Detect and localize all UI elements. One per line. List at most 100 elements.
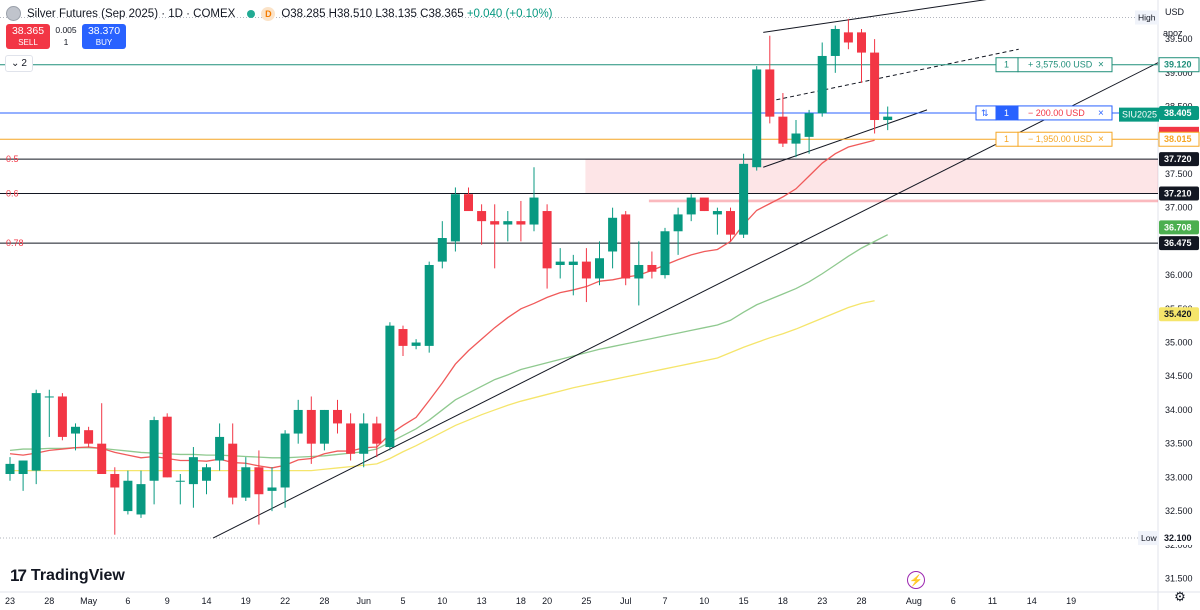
candle-body xyxy=(621,214,631,279)
fib-axis-label: 37.720 xyxy=(1164,154,1192,164)
candle-body xyxy=(241,467,251,498)
date-tick-label: 25 xyxy=(581,596,591,606)
sell-price: 38.365 xyxy=(11,25,45,37)
logo-text: TradingView xyxy=(30,567,125,584)
date-tick-label: 13 xyxy=(477,596,487,606)
gear-icon[interactable]: ⚙ xyxy=(1174,589,1186,604)
symbol-tag: SIU2025 xyxy=(1122,110,1157,120)
indicator-collapse-toggle[interactable]: ⌄ 2 xyxy=(5,55,33,72)
date-tick-label: Jun xyxy=(356,596,371,606)
price-tick-label: 34.500 xyxy=(1165,371,1193,381)
position-pl-box xyxy=(1017,131,1113,147)
candle-body xyxy=(411,342,421,346)
price-tick-label: 32.500 xyxy=(1165,506,1193,516)
price-axis-scale: apoz xyxy=(1163,28,1183,38)
date-tick-label: 23 xyxy=(817,596,827,606)
tp-axis-label: 39.120 xyxy=(1164,60,1192,70)
candle-body xyxy=(149,420,159,481)
candle-body xyxy=(123,480,133,512)
candle-body xyxy=(280,433,290,488)
candle-body xyxy=(267,487,277,491)
date-tick-label: 14 xyxy=(1027,596,1037,606)
buy-button[interactable]: 38.370 BUY xyxy=(82,24,126,49)
position-tag[interactable]: 1 + 3,575.00 USD × xyxy=(995,57,1113,73)
candle-body xyxy=(346,423,356,454)
date-tick-label: 23 xyxy=(5,596,15,606)
sma-green-line xyxy=(9,234,888,459)
candle-body xyxy=(581,261,591,279)
channel-lower-line xyxy=(763,109,928,168)
candle-body xyxy=(162,416,172,478)
candle-body xyxy=(202,467,211,481)
open-value: O38.285 xyxy=(281,7,326,20)
candle-body xyxy=(424,264,434,346)
ohlc-values: O38.285 H38.510 L38.135 C38.365 +0.040 (… xyxy=(281,8,552,20)
candle-body xyxy=(398,329,408,346)
candle-body xyxy=(699,197,709,212)
symbol-title[interactable]: Silver Futures (Sep 2025) · 1D · COMEX xyxy=(27,7,236,20)
position-pl: − 1,950.00 USD xyxy=(1028,134,1093,144)
high-label-bg xyxy=(1135,10,1159,25)
candle-body xyxy=(673,214,683,232)
fib-level-label: 0.6 xyxy=(6,189,19,199)
indicator-count: 2 xyxy=(21,58,27,69)
lightning-icon[interactable]: ⚡ xyxy=(907,571,925,589)
channel-mid-line xyxy=(776,48,1019,101)
fib-level-label: 0.78 xyxy=(6,238,24,248)
candle-body xyxy=(739,163,749,235)
position-qty: 1 xyxy=(1004,60,1009,70)
price-tick-label: 33.000 xyxy=(1165,472,1193,482)
candle-body xyxy=(595,258,604,279)
change-value: +0.040 (+0.10%) xyxy=(466,7,553,20)
price-tick-label: 39.500 xyxy=(1165,34,1193,44)
candle-body xyxy=(529,197,539,225)
low-axis-label-bg xyxy=(1159,531,1199,546)
order-quantity[interactable]: 1 xyxy=(63,37,69,47)
fib-axis-label: 36.475 xyxy=(1164,238,1192,248)
fib-axis-label-bg xyxy=(1159,152,1199,167)
candle-body xyxy=(830,28,840,56)
low-label: Low xyxy=(1141,533,1157,543)
date-tick-label: 28 xyxy=(44,596,54,606)
market-status-icon xyxy=(247,9,256,18)
candle-body xyxy=(634,264,644,279)
candle-body xyxy=(44,396,54,398)
sell-button[interactable]: 38.365 SELL xyxy=(6,24,50,49)
candle-body xyxy=(319,409,329,444)
date-tick-label: 11 xyxy=(988,596,997,606)
date-tick-label: 14 xyxy=(201,596,211,606)
last-price-axis-label: 38.405 xyxy=(1164,108,1192,118)
date-tick-label: 5 xyxy=(400,596,405,606)
candle-body xyxy=(372,423,382,444)
candle-body xyxy=(188,457,198,485)
date-tick-label: 6 xyxy=(951,596,956,606)
close-position-icon: × xyxy=(1098,108,1104,119)
tp-axis-border xyxy=(1158,57,1200,73)
trade-panel: 38.365 SELL 0.005 1 38.370 BUY xyxy=(6,24,126,49)
close-position-icon: × xyxy=(1098,60,1104,71)
sma-yellow-line xyxy=(10,300,875,472)
position-tag[interactable]: ⇅ 1 − 200.00 USD × xyxy=(975,105,1113,121)
position-tag[interactable]: 1 − 1,950.00 USD × xyxy=(995,131,1113,147)
candle-body xyxy=(686,197,696,215)
candle-body xyxy=(306,409,316,444)
candle-body xyxy=(490,221,500,225)
date-tick-label: 18 xyxy=(516,596,526,606)
candle-body xyxy=(110,474,120,488)
position-pl: − 200.00 USD xyxy=(1028,108,1085,118)
buy-label: BUY xyxy=(95,38,113,47)
candle-body xyxy=(857,32,866,53)
price-tick-label: 39.000 xyxy=(1165,68,1193,78)
date-tick-label: 19 xyxy=(241,596,251,606)
tradingview-logo[interactable]: 17 TradingView xyxy=(10,566,125,586)
candle-body xyxy=(765,69,775,117)
candle-body xyxy=(477,211,487,222)
supply-zone-edge xyxy=(648,199,1158,203)
date-tick-label: 15 xyxy=(739,596,749,606)
candle-body xyxy=(778,116,788,144)
candle-body xyxy=(175,480,185,482)
date-tick-label: 7 xyxy=(662,596,667,606)
price-tick-label: 33.500 xyxy=(1165,439,1193,449)
sell-label: SELL xyxy=(18,38,38,47)
